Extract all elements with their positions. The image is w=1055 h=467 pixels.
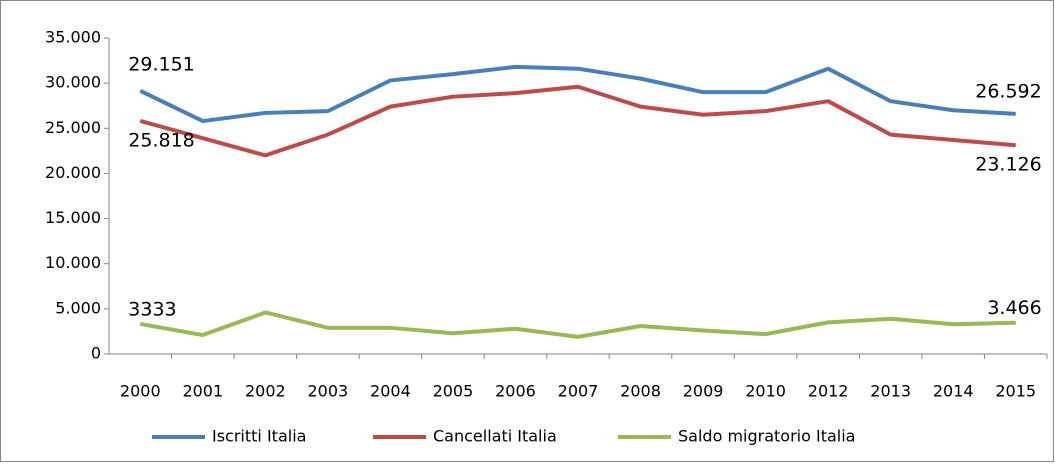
x-tick-label: 2009 xyxy=(683,382,724,401)
y-tick-label: 35.000 xyxy=(45,28,101,47)
legend-label: Cancellati Italia xyxy=(433,427,557,446)
x-tick-label: 2004 xyxy=(370,382,411,401)
x-tick-label: 2002 xyxy=(245,382,286,401)
data-label: 23.126 xyxy=(975,154,1041,176)
x-tick-label: 2010 xyxy=(745,382,786,401)
x-tick-label: 2006 xyxy=(495,382,536,401)
x-tick-label: 2013 xyxy=(870,382,911,401)
y-tick-label: 25.000 xyxy=(45,118,101,137)
series-line xyxy=(139,84,1016,158)
y-tick-label: 15.000 xyxy=(45,208,101,227)
series-line xyxy=(139,64,1016,124)
legend-label: Saldo migratorio Italia xyxy=(678,427,855,446)
x-tick-label: 2008 xyxy=(620,382,661,401)
x-tick-label: 2005 xyxy=(433,382,474,401)
y-tick-label: 20.000 xyxy=(45,163,101,182)
legend-label: Iscritti Italia xyxy=(212,427,306,446)
data-label: 25.818 xyxy=(128,129,194,151)
y-tick-label: 5.000 xyxy=(55,298,101,317)
x-tick-label: 2014 xyxy=(933,382,974,401)
data-label: 3333 xyxy=(128,298,176,320)
data-label: 26.592 xyxy=(975,80,1041,102)
x-tick-label: 2007 xyxy=(558,382,599,401)
x-tick-label: 2015 xyxy=(995,382,1036,401)
x-tick-label: 2001 xyxy=(182,382,223,401)
data-label: 29.151 xyxy=(128,53,194,75)
x-tick-label: 2003 xyxy=(308,382,349,401)
series-line xyxy=(139,310,1016,339)
data-label: 3.466 xyxy=(987,297,1041,319)
x-tick-label: 2012 xyxy=(808,382,849,401)
y-tick-label: 0 xyxy=(91,344,101,363)
x-tick-label: 2000 xyxy=(120,382,161,401)
y-tick-label: 10.000 xyxy=(45,253,101,272)
y-tick-label: 30.000 xyxy=(45,73,101,92)
